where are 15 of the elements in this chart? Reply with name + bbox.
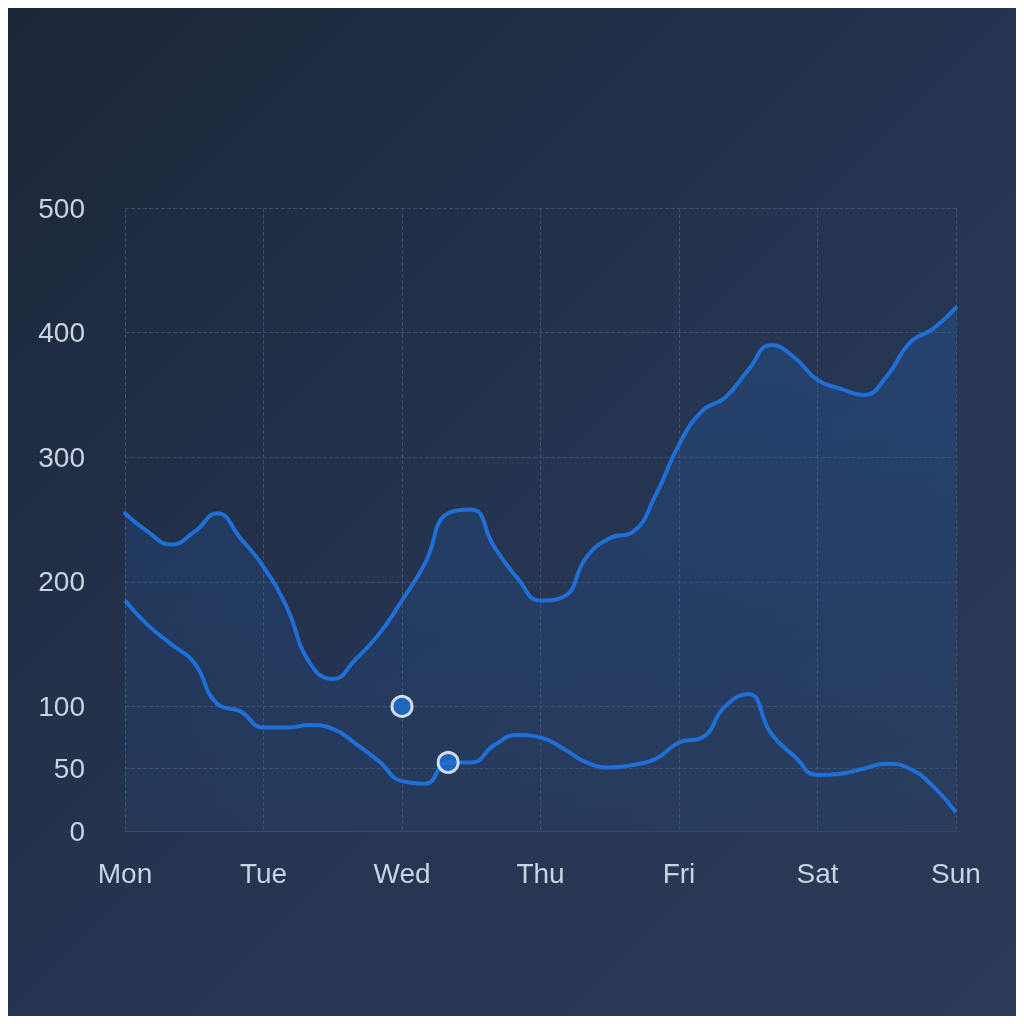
x-tick-label: Fri (662, 857, 696, 889)
line-series (123, 598, 958, 815)
x-tick-label: Sun (931, 857, 981, 889)
x-tick-label: Mon (97, 857, 153, 889)
y-tick-label: 300 (38, 441, 85, 473)
x-tick-label: Thu (516, 857, 565, 889)
y-tick-label: 200 (38, 566, 85, 598)
x-tick-label: Tue (239, 857, 288, 889)
y-tick-label: 400 (38, 317, 85, 349)
y-tick-label: 500 (38, 192, 85, 224)
x-tick-label: Wed (373, 857, 431, 889)
y-tick-label: 0 (69, 815, 85, 847)
y-tick-label: 100 (38, 690, 85, 722)
x-tick-label: Sat (796, 857, 839, 889)
y-tick-label: 50 (53, 753, 85, 785)
